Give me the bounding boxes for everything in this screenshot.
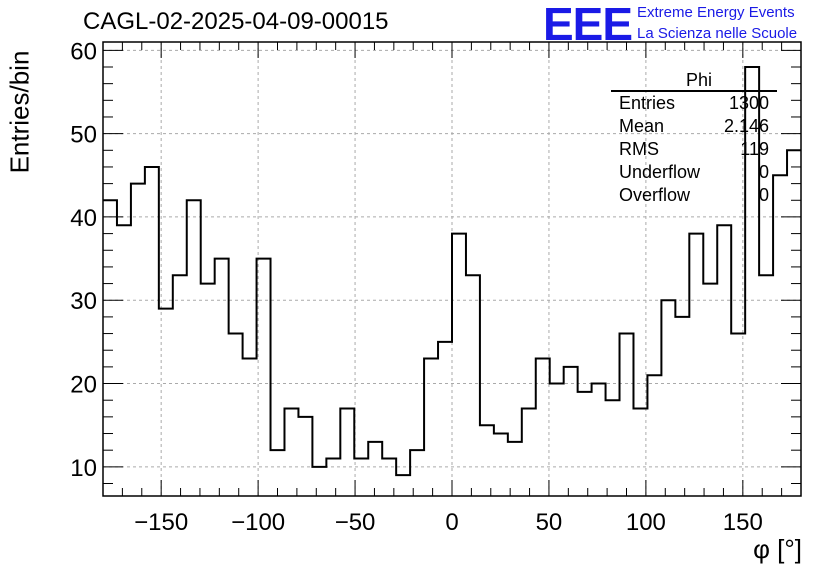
- stats-label: RMS: [619, 139, 659, 159]
- stats-value: 2.146: [723, 116, 769, 136]
- stats-value: 0: [758, 185, 769, 205]
- stats-value: 0: [758, 162, 769, 182]
- y-tick-label: 50: [70, 122, 97, 149]
- stats-row-overflow: Overflow 0: [611, 184, 777, 207]
- histogram-line: [103, 65, 801, 477]
- stats-row-underflow: Underflow 0: [611, 161, 777, 184]
- y-tick-label: 30: [70, 288, 97, 315]
- y-tick-label: 10: [70, 455, 97, 482]
- x-tick-label: 50: [536, 509, 563, 536]
- stats-value: 1300: [728, 93, 769, 113]
- x-tick-label: 0: [445, 509, 458, 536]
- eee-logo: EEE: [543, 0, 633, 50]
- x-tick-label: −100: [231, 509, 285, 536]
- y-tick-label: 40: [70, 205, 97, 232]
- stats-row-entries: Entries 1300: [611, 92, 777, 115]
- y-tick-label: 60: [70, 38, 97, 65]
- chart-title: CAGL-02-2025-04-09-00015: [83, 8, 389, 35]
- stats-row-mean: Mean 2.146: [611, 115, 777, 138]
- org-subtitle: La Scienza nelle Scuole: [637, 25, 798, 42]
- x-tick-label: 150: [723, 509, 763, 536]
- org-name: Extreme Energy Events: [637, 4, 795, 21]
- stats-label: Overflow: [619, 185, 691, 205]
- stats-title: Phi: [611, 70, 777, 92]
- stats-label: Underflow: [619, 162, 701, 182]
- stats-value: 119: [740, 139, 769, 159]
- stats-box: Phi Entries 1300 Mean 2.146 RMS 119 Unde…: [611, 70, 777, 207]
- stats-row-rms: RMS 119: [611, 138, 777, 161]
- y-axis-label: Entries/bin: [4, 50, 35, 174]
- x-axis-label: φ [°]: [753, 534, 802, 564]
- x-tick-label: 100: [626, 509, 666, 536]
- stats-label: Mean: [619, 116, 665, 136]
- stats-label: Entries: [619, 93, 676, 113]
- y-tick-label: 20: [70, 372, 97, 399]
- x-tick-label: −50: [335, 509, 376, 536]
- x-tick-label: −150: [134, 509, 188, 536]
